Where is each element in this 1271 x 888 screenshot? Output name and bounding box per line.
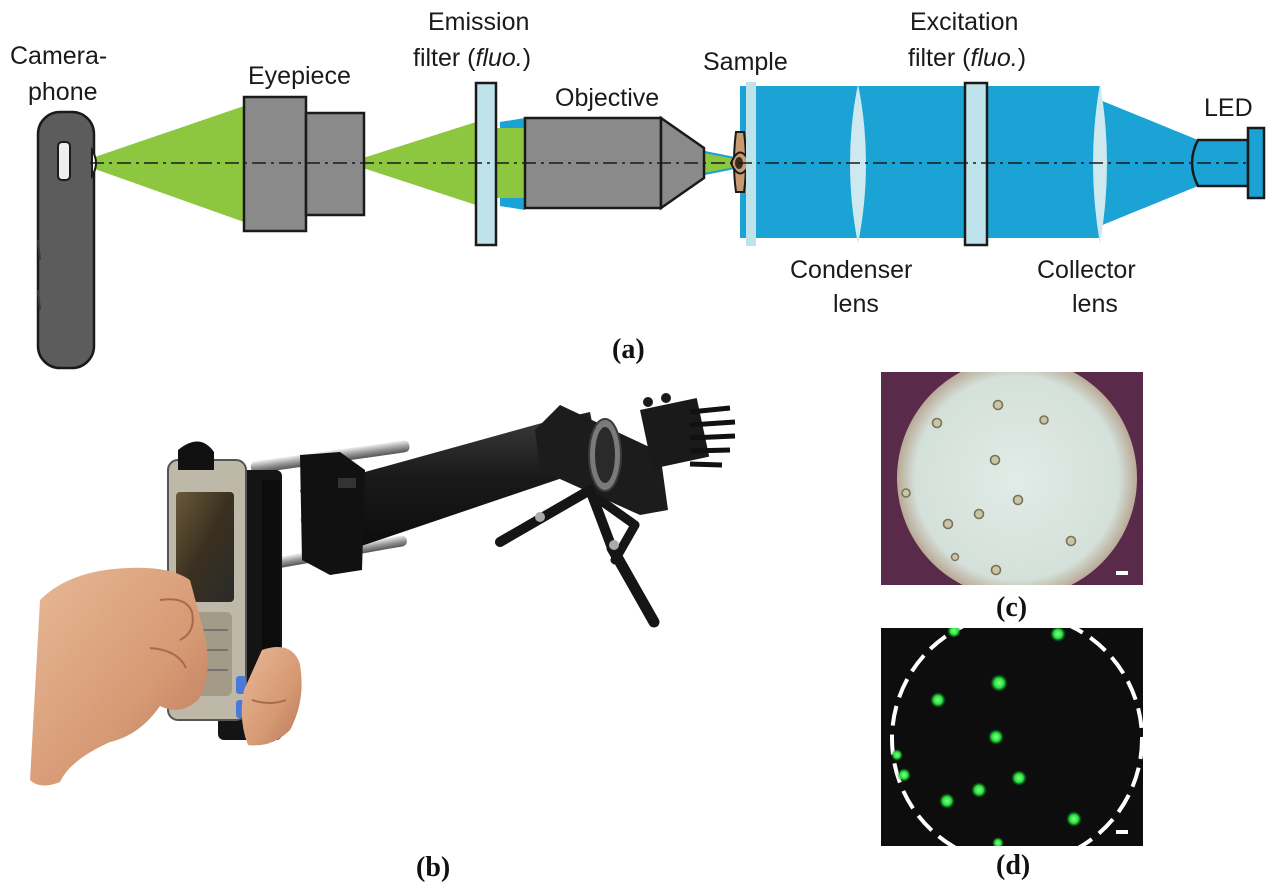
label-emission-1: Emission [428, 8, 529, 36]
collector-lens-shape [1093, 84, 1107, 244]
emission-light-cone-eyepiece [92, 106, 244, 222]
label-collector-2: lens [1072, 290, 1118, 318]
fluorescence-image-panel: (d) [881, 628, 1143, 881]
scale-bar-c [1116, 571, 1128, 575]
label-sample: Sample [703, 48, 788, 76]
hand [30, 567, 302, 786]
caption-b: (b) [416, 852, 450, 883]
schematic-panel: Camera- phone Eyepiece Emission filter (… [10, 8, 1266, 370]
device-photo-panel: (b) [30, 393, 736, 883]
label-condenser-1: Condenser [790, 256, 912, 284]
excitation-focus-cone [742, 86, 858, 238]
label-condenser-2: lens [833, 290, 879, 318]
microscope-tube [300, 418, 580, 560]
label-cameraphone-2: phone [28, 78, 98, 106]
label-collector-1: Collector [1037, 256, 1136, 284]
fluorescent-beads [891, 628, 1082, 846]
brightfield-beads [901, 399, 1077, 576]
label-led: LED [1204, 94, 1253, 122]
tripod-legs [495, 485, 660, 628]
label-excitation-1: Excitation [910, 8, 1018, 36]
caption-d: (d) [996, 850, 1030, 881]
scale-bar-d [1116, 830, 1128, 834]
emission-filter-shape [474, 81, 498, 247]
label-excitation-2: filter (fluo.) [908, 44, 1026, 72]
camera-phone-shape [36, 110, 97, 370]
caption-c: (c) [996, 592, 1027, 623]
label-emission-2: filter (fluo.) [413, 44, 531, 72]
caption-a: (a) [612, 334, 645, 365]
brightfield-image-panel: (c) [881, 372, 1143, 623]
label-cameraphone-1: Camera- [10, 42, 107, 70]
emission-light-after-filter [496, 128, 525, 198]
led-shape [1190, 126, 1266, 200]
condenser-lens-shape [850, 84, 866, 244]
eyepiece-shape [242, 95, 366, 233]
label-objective: Objective [555, 84, 659, 112]
objective-shape [523, 115, 706, 211]
front-clamp [535, 405, 668, 515]
mid-clamp [300, 452, 365, 575]
led-head [640, 393, 736, 469]
field-boundary-dashed [890, 628, 1143, 846]
label-eyepiece: Eyepiece [248, 62, 351, 90]
excitation-filter-shape [963, 81, 989, 247]
